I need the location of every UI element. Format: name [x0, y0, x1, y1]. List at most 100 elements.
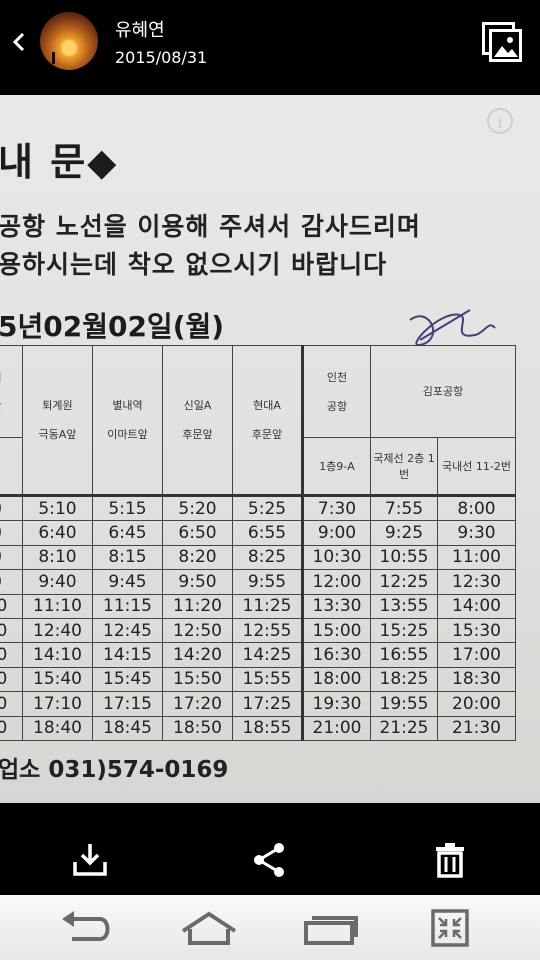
avatar[interactable]: [40, 12, 98, 70]
time-cell: 6:50: [162, 520, 233, 546]
time-cell: 13:30: [302, 593, 371, 619]
time-cell: 15:00: [302, 617, 371, 644]
time-cell: 16:30: [302, 642, 371, 668]
sub-header-cell: 국내선 11-2번: [436, 436, 517, 496]
time-cell: 8:25: [232, 544, 304, 571]
download-icon[interactable]: [70, 840, 110, 880]
header-cell: 별내역 이마트앞: [92, 345, 163, 496]
time-cell: 12:00: [302, 569, 371, 595]
time-cell: 14:25: [232, 642, 304, 668]
time-cell: 30: [0, 715, 23, 742]
table-row: 05:105:155:205:257:307:558:00: [0, 494, 517, 522]
time-cell: 9:45: [92, 569, 163, 595]
time-cell: 18:50: [162, 715, 233, 742]
chevron-left-icon[interactable]: [12, 32, 26, 52]
notice-line-2: 용하시는데 착오 없으시기 바랍니다: [0, 250, 388, 279]
time-cell: 6:40: [22, 520, 93, 546]
table-row: 06:406:456:506:559:009:259:30: [0, 520, 517, 546]
header-cell: 신일A 후문앞: [162, 345, 233, 496]
time-cell: 7:55: [370, 494, 438, 522]
time-cell: 21:30: [436, 715, 517, 742]
notice-title: 내 문◆: [0, 140, 119, 184]
time-cell: 18:30: [436, 666, 517, 693]
time-cell: 17:15: [92, 691, 163, 717]
time-cell: 11:20: [162, 593, 233, 619]
time-cell: 19:30: [302, 691, 371, 717]
time-cell: 17:00: [436, 642, 517, 668]
time-cell: 00: [0, 642, 23, 668]
header-cell: 현대A 후문앞: [232, 345, 304, 496]
time-cell: 0: [0, 544, 23, 571]
post-date: 2015/08/31: [115, 48, 208, 67]
time-cell: 15:40: [22, 666, 93, 693]
time-cell: 5:20: [162, 494, 233, 522]
time-cell: 12:30: [436, 569, 517, 595]
phone-line: 업소 031)574-0169: [0, 757, 229, 783]
time-cell: 5:10: [22, 494, 93, 522]
time-cell: 15:55: [232, 666, 304, 693]
time-cell: 18:40: [22, 715, 93, 742]
time-cell: 9:30: [436, 520, 517, 546]
time-cell: 0: [0, 494, 23, 522]
trash-icon[interactable]: [430, 840, 470, 880]
header-cell: 리앞: [0, 345, 23, 438]
time-cell: 12:55: [232, 617, 304, 644]
time-cell: 14:15: [92, 642, 163, 668]
time-cell: 16:55: [370, 642, 438, 668]
time-cell: 8:15: [92, 544, 163, 571]
share-icon[interactable]: [250, 840, 290, 880]
time-cell: 8:20: [162, 544, 233, 571]
photo-viewer[interactable]: i 내 문◆ 공항 노선을 이용해 주셔서 감사드리며 용하시는데 착오 없으시…: [0, 95, 540, 803]
time-cell: 8:10: [22, 544, 93, 571]
time-cell: 14:10: [22, 642, 93, 668]
time-cell: 15:45: [92, 666, 163, 693]
gallery-icon[interactable]: [482, 22, 522, 62]
recent-apps-icon[interactable]: [302, 909, 360, 947]
time-cell: 12:25: [370, 569, 438, 595]
time-cell: 18:25: [370, 666, 438, 693]
time-cell: 0: [0, 569, 23, 595]
time-cell: 11:25: [232, 593, 304, 619]
time-cell: 21:00: [302, 715, 371, 742]
collapse-icon[interactable]: [430, 909, 488, 947]
header-cell: 퇴계원 극동A앞: [22, 345, 93, 496]
time-cell: 5:15: [92, 494, 163, 522]
time-cell: 17:25: [232, 691, 304, 717]
header-cell: [0, 436, 23, 496]
back-arrow-icon[interactable]: [58, 909, 116, 947]
user-name: 유혜연: [115, 20, 165, 41]
header-cell: 인천 공항: [302, 345, 371, 438]
time-cell: 6:45: [92, 520, 163, 546]
info-icon[interactable]: i: [487, 108, 513, 134]
time-cell: 9:25: [370, 520, 438, 546]
time-cell: 11:10: [22, 593, 93, 619]
time-cell: 21:25: [370, 715, 438, 742]
time-cell: 18:45: [92, 715, 163, 742]
time-cell: 00: [0, 593, 23, 619]
time-cell: 6:55: [232, 520, 304, 546]
time-cell: 17:20: [162, 691, 233, 717]
top-bar: 유혜연 2015/08/31: [0, 0, 540, 95]
time-cell: 17:10: [22, 691, 93, 717]
time-cell: 10:30: [302, 544, 371, 571]
system-nav-bar: [0, 895, 540, 960]
action-bar: [0, 803, 540, 895]
signature-mark: [409, 309, 496, 347]
time-cell: 14:20: [162, 642, 233, 668]
time-cell: 20:00: [436, 691, 517, 717]
time-cell: 30: [0, 617, 23, 644]
time-cell: 00: [0, 691, 23, 717]
home-icon[interactable]: [180, 909, 238, 947]
time-cell: 5:25: [232, 494, 304, 522]
time-cell: 18:55: [232, 715, 304, 742]
notice-line-1: 공항 노선을 이용해 주셔서 감사드리며: [0, 212, 421, 241]
time-cell: 9:55: [232, 569, 304, 595]
sub-header-cell: 1층9-A: [302, 436, 371, 496]
